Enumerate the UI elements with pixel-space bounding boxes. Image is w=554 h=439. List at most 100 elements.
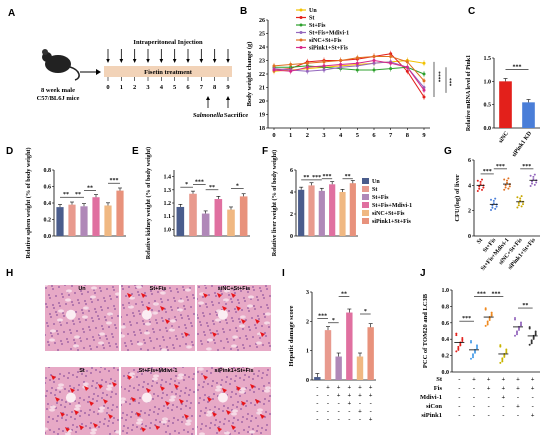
lesion-arrow-icon bbox=[165, 319, 170, 324]
data-point bbox=[532, 337, 535, 340]
treatment-mark: + bbox=[337, 384, 341, 391]
nucleus bbox=[117, 369, 119, 371]
nucleus bbox=[99, 421, 101, 423]
y-tick-label: 0 bbox=[290, 234, 293, 240]
nucleus bbox=[237, 419, 239, 421]
nucleus bbox=[46, 306, 48, 308]
nucleus bbox=[47, 341, 49, 343]
data-point bbox=[504, 186, 507, 189]
nucleus bbox=[153, 331, 155, 333]
nucleus bbox=[233, 339, 235, 341]
nucleus bbox=[246, 400, 248, 402]
nucleus bbox=[218, 302, 220, 304]
nucleus bbox=[232, 422, 234, 424]
nucleus bbox=[223, 347, 225, 349]
data-point bbox=[470, 341, 472, 344]
nucleus bbox=[122, 430, 124, 432]
nucleus bbox=[144, 342, 146, 344]
nucleus bbox=[200, 324, 202, 326]
treatment-mark: - bbox=[517, 394, 519, 401]
nucleus bbox=[235, 327, 237, 329]
x-tick-label: 6 bbox=[372, 132, 376, 139]
nucleus bbox=[206, 322, 208, 324]
nucleus bbox=[239, 377, 241, 379]
treatment-mark: - bbox=[338, 408, 340, 415]
data-point bbox=[507, 187, 510, 190]
data-point bbox=[534, 333, 537, 336]
x-tick-label: 9 bbox=[422, 132, 426, 139]
nucleus bbox=[83, 331, 85, 333]
nucleus bbox=[55, 389, 57, 391]
nucleus bbox=[142, 304, 144, 306]
nucleus bbox=[155, 419, 157, 421]
nucleus bbox=[181, 317, 183, 319]
nucleus bbox=[255, 417, 257, 419]
nucleus bbox=[91, 367, 93, 369]
nucleus bbox=[50, 392, 52, 394]
nucleus bbox=[87, 401, 89, 403]
nucleus bbox=[218, 408, 220, 410]
sinusoid bbox=[177, 376, 183, 380]
sinusoid bbox=[50, 329, 56, 333]
nucleus bbox=[108, 420, 110, 422]
nucleus bbox=[256, 346, 258, 348]
nucleus bbox=[77, 349, 79, 351]
treatment-mark: + bbox=[347, 400, 351, 407]
nucleus bbox=[229, 383, 231, 385]
nucleus bbox=[111, 333, 113, 335]
nucleus bbox=[155, 319, 157, 321]
sinusoid bbox=[169, 328, 175, 332]
sinusoid bbox=[162, 417, 168, 421]
nucleus bbox=[187, 299, 189, 301]
nucleus bbox=[47, 325, 49, 327]
day-label: 9 bbox=[226, 84, 230, 91]
nucleus bbox=[199, 415, 201, 417]
y-tick-label: 20 bbox=[259, 99, 265, 105]
data-point bbox=[472, 356, 474, 359]
nucleus bbox=[106, 288, 108, 290]
sinusoid bbox=[90, 295, 96, 299]
nucleus bbox=[197, 426, 198, 428]
nucleus bbox=[97, 315, 99, 317]
data-point bbox=[531, 180, 533, 183]
nucleus bbox=[161, 397, 163, 399]
nucleus bbox=[163, 339, 165, 341]
nucleus bbox=[124, 342, 126, 344]
lesion-arrow-icon bbox=[136, 412, 141, 417]
sinusoid bbox=[153, 374, 159, 378]
nucleus bbox=[266, 374, 268, 376]
nucleus bbox=[53, 381, 55, 383]
injection-arrowhead bbox=[106, 59, 110, 63]
nucleus bbox=[191, 415, 193, 417]
nucleus bbox=[179, 395, 181, 397]
data-point bbox=[455, 332, 458, 335]
nucleus bbox=[158, 310, 160, 312]
lesion-arrow-icon bbox=[98, 384, 103, 389]
nucleus bbox=[99, 337, 101, 339]
treatment-mark: - bbox=[488, 403, 490, 410]
nucleus bbox=[221, 379, 223, 381]
data-point bbox=[339, 59, 343, 62]
nucleus bbox=[198, 402, 200, 404]
treatment-mark: - bbox=[348, 408, 350, 415]
series-line-5 bbox=[273, 59, 425, 91]
treatment-mark: + bbox=[531, 385, 535, 392]
significance-label: *** bbox=[195, 180, 204, 186]
y-tick-label: 23 bbox=[259, 59, 265, 65]
series-line-2 bbox=[274, 65, 425, 75]
data-point bbox=[494, 197, 497, 200]
data-point bbox=[532, 336, 535, 339]
nucleus bbox=[239, 395, 241, 397]
data-point bbox=[516, 196, 519, 199]
y-axis-label: Relative liver weight (% of body weight) bbox=[271, 150, 278, 256]
treatment-mark: - bbox=[316, 400, 318, 407]
data-point bbox=[519, 199, 522, 202]
nucleus bbox=[138, 294, 140, 296]
nucleus bbox=[246, 338, 248, 340]
nucleus bbox=[100, 290, 102, 292]
sinusoid bbox=[65, 432, 71, 435]
nucleus bbox=[236, 406, 238, 408]
significance-label: ** bbox=[63, 192, 69, 198]
nucleus bbox=[169, 433, 171, 435]
nucleus bbox=[66, 322, 68, 324]
